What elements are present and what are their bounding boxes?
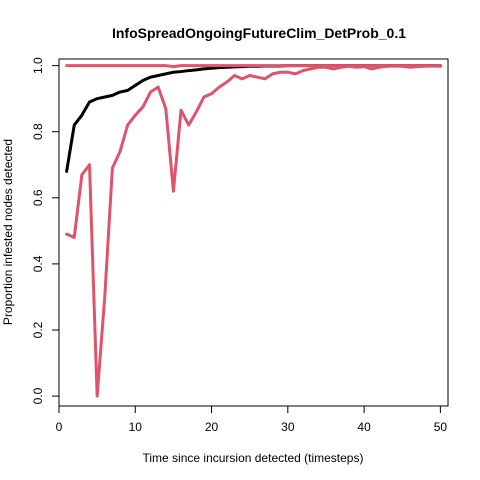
series-line-2 xyxy=(65,64,442,398)
x-tick-label: 10 xyxy=(129,420,143,434)
x-tick-label: 40 xyxy=(357,420,371,434)
chart-title: InfoSpreadOngoingFutureClim_DetProb_0.1 xyxy=(112,25,406,41)
x-tick-label: 0 xyxy=(56,420,63,434)
x-axis-label: Time since incursion detected (timesteps… xyxy=(143,451,364,465)
y-tick-label: 0.2 xyxy=(31,321,45,338)
plot-frame xyxy=(58,58,449,407)
x-tick-label: 50 xyxy=(434,420,448,434)
x-axis: 0 10 20 30 40 50 xyxy=(56,405,448,434)
y-axis: 0.0 0.2 0.4 0.6 0.8 1.0 xyxy=(31,57,60,404)
x-tick-label: 30 xyxy=(281,420,295,434)
x-tick-label: 20 xyxy=(205,420,219,434)
series-line-1 xyxy=(65,64,442,173)
y-tick-label: 0.8 xyxy=(31,123,45,140)
series-line-3 xyxy=(65,64,442,69)
series-layer xyxy=(65,64,442,398)
y-tick-label: 1.0 xyxy=(31,57,45,74)
y-tick-label: 0.4 xyxy=(31,255,45,272)
y-axis-label: Proportion infested nodes detected xyxy=(1,139,15,325)
y-tick-label: 0.6 xyxy=(31,189,45,206)
y-tick-label: 0.0 xyxy=(31,387,45,404)
